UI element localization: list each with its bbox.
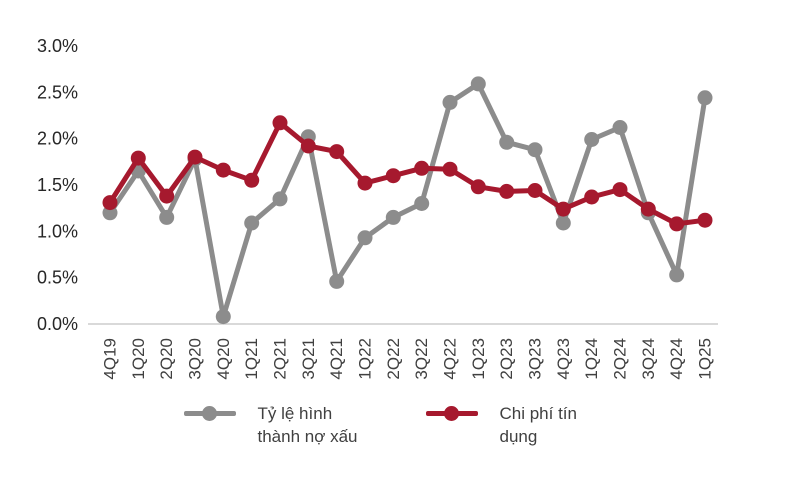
npl-formation-line bbox=[107, 81, 708, 320]
y-axis-tick-label: 2.5% bbox=[37, 82, 78, 102]
line-chart-canvas: 0.0% 0.5% 1.0% 1.5% 2.0% 2.5% 3.0% 4Q19 1Q20 2Q20… bbox=[37, 36, 718, 380]
credit-cost-marker bbox=[499, 183, 515, 199]
x-axis-tick-label: 2Q20 bbox=[157, 338, 176, 380]
credit-cost-marker bbox=[555, 201, 571, 217]
npl-formation-marker bbox=[215, 309, 231, 325]
x-axis-tick-label: 4Q24 bbox=[667, 338, 686, 380]
legend: Tỷ lệ hình thành nợ xấu Chi phí tín dụng bbox=[0, 402, 795, 448]
y-axis-tick-label: 1.5% bbox=[37, 175, 78, 195]
credit-cost-marker bbox=[300, 138, 316, 154]
x-axis-tick-label: 2Q24 bbox=[611, 338, 630, 380]
credit-cost-marker bbox=[357, 175, 373, 191]
credit-cost-line bbox=[107, 120, 706, 227]
x-axis-tick-label: 2Q21 bbox=[271, 338, 290, 380]
x-axis-tick-label: 3Q22 bbox=[412, 338, 431, 380]
legend-item-credit-cost: Chi phí tín dụng bbox=[425, 402, 612, 448]
credit-cost-marker bbox=[640, 201, 656, 217]
credit-cost-marker bbox=[272, 115, 288, 131]
credit-cost-marker bbox=[584, 189, 600, 205]
x-axis-tick-label: 1Q21 bbox=[242, 338, 261, 380]
x-axis-tick-label: 4Q20 bbox=[214, 338, 233, 380]
credit-cost-marker bbox=[244, 172, 260, 188]
npl-formation-legend-marker-icon bbox=[183, 406, 236, 421]
credit-cost-marker bbox=[612, 182, 628, 198]
npl-formation-marker bbox=[697, 90, 713, 106]
npl-formation-marker bbox=[442, 94, 458, 110]
legend-label-npl-formation: Tỷ lệ hình thành nợ xấu bbox=[257, 404, 358, 446]
x-axis-tick-label: 1Q23 bbox=[469, 338, 488, 380]
x-axis-tick-label: 3Q21 bbox=[299, 338, 318, 380]
y-axis-tick-label: 0.5% bbox=[37, 268, 78, 288]
credit-cost-marker bbox=[102, 195, 118, 211]
y-axis-tick-label: 0.0% bbox=[37, 314, 78, 334]
npl-formation-marker bbox=[329, 273, 345, 289]
npl-formation-marker bbox=[527, 142, 543, 158]
credit-cost-marker bbox=[130, 150, 146, 166]
y-axis-tick-label: 2.0% bbox=[37, 129, 78, 149]
x-axis-tick-label: 3Q24 bbox=[639, 338, 658, 380]
x-axis-tick-label: 3Q20 bbox=[186, 338, 205, 380]
npl-formation-marker bbox=[584, 132, 600, 147]
npl-formation-marker bbox=[499, 134, 515, 150]
npl-formation-marker bbox=[357, 230, 373, 246]
credit-cost-marker bbox=[159, 188, 175, 204]
x-axis-tick-label: 1Q24 bbox=[582, 338, 601, 380]
npl-formation-marker bbox=[244, 215, 260, 231]
x-axis-tick-label: 1Q22 bbox=[356, 338, 375, 380]
credit-cost-legend-marker-icon bbox=[425, 406, 478, 421]
credit-cost-marker bbox=[414, 160, 430, 176]
npl-formation-marker bbox=[669, 267, 685, 283]
x-axis-tick-label: 4Q23 bbox=[554, 338, 573, 380]
x-axis-tick-label: 1Q25 bbox=[696, 338, 715, 380]
credit-cost-marker bbox=[470, 179, 486, 195]
credit-cost-marker bbox=[329, 144, 345, 160]
npl-formation-marker bbox=[385, 209, 401, 225]
npl-formation-marker bbox=[414, 196, 430, 211]
y-axis-tick-label: 1.0% bbox=[37, 221, 78, 241]
credit-cost-marker bbox=[697, 212, 713, 228]
npl-formation-marker bbox=[555, 215, 571, 231]
x-axis-tick-label: 1Q20 bbox=[129, 338, 148, 380]
x-axis-tick-label: 4Q21 bbox=[327, 338, 346, 380]
legend-label-credit-cost: Chi phí tín dụng bbox=[499, 404, 578, 446]
legend-item-npl-formation: Tỷ lệ hình thành nợ xấu bbox=[183, 402, 370, 448]
x-axis-tick-label: 4Q19 bbox=[101, 338, 120, 380]
x-axis-tick-label: 2Q22 bbox=[384, 338, 403, 380]
credit-cost-marker bbox=[527, 183, 543, 198]
credit-cost-marker bbox=[385, 168, 401, 184]
y-axis-tick-label: 3.0% bbox=[37, 36, 78, 56]
npl-formation-marker bbox=[159, 209, 175, 225]
npl-formation-marker bbox=[272, 191, 288, 207]
credit-cost-marker bbox=[215, 162, 231, 178]
npl-formation-marker bbox=[470, 76, 486, 92]
npl-formation-marker bbox=[612, 120, 628, 135]
x-axis-tick-label: 4Q22 bbox=[441, 338, 460, 380]
x-axis-tick-label: 2Q23 bbox=[497, 338, 516, 380]
credit-cost-marker bbox=[669, 216, 685, 232]
credit-cost-marker bbox=[442, 161, 458, 177]
credit-cost-marker bbox=[187, 149, 203, 165]
x-axis-tick-label: 3Q23 bbox=[526, 338, 545, 380]
